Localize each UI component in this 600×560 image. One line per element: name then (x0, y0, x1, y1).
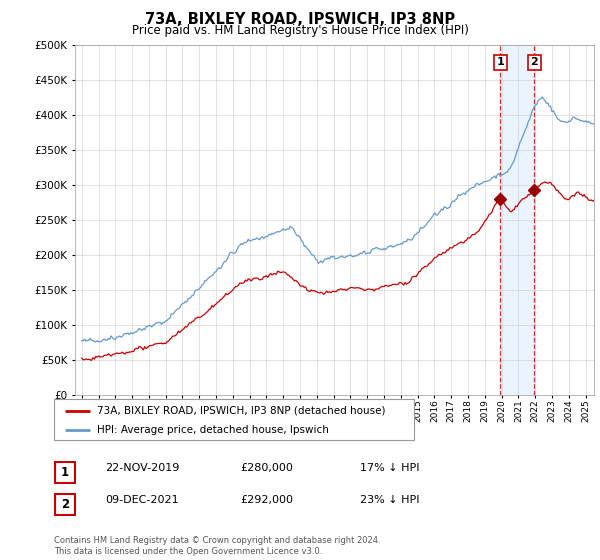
Text: HPI: Average price, detached house, Ipswich: HPI: Average price, detached house, Ipsw… (97, 424, 329, 435)
Text: 1: 1 (496, 57, 504, 67)
Text: Price paid vs. HM Land Registry's House Price Index (HPI): Price paid vs. HM Land Registry's House … (131, 24, 469, 36)
FancyBboxPatch shape (55, 494, 75, 515)
Text: 2: 2 (530, 57, 538, 67)
Text: £292,000: £292,000 (240, 494, 293, 505)
Text: 17% ↓ HPI: 17% ↓ HPI (360, 463, 419, 473)
Text: Contains HM Land Registry data © Crown copyright and database right 2024.
This d: Contains HM Land Registry data © Crown c… (54, 536, 380, 556)
Bar (500, 45, 534, 395)
Text: 73A, BIXLEY ROAD, IPSWICH, IP3 8NP: 73A, BIXLEY ROAD, IPSWICH, IP3 8NP (145, 12, 455, 27)
Text: 73A, BIXLEY ROAD, IPSWICH, IP3 8NP (detached house): 73A, BIXLEY ROAD, IPSWICH, IP3 8NP (deta… (97, 405, 386, 416)
Text: 09-DEC-2021: 09-DEC-2021 (105, 494, 179, 505)
Text: 1: 1 (61, 466, 69, 479)
FancyBboxPatch shape (55, 463, 75, 483)
Text: £280,000: £280,000 (240, 463, 293, 473)
Text: 2: 2 (61, 498, 69, 511)
Text: 23% ↓ HPI: 23% ↓ HPI (360, 494, 419, 505)
Text: 22-NOV-2019: 22-NOV-2019 (105, 463, 179, 473)
FancyBboxPatch shape (54, 399, 414, 440)
